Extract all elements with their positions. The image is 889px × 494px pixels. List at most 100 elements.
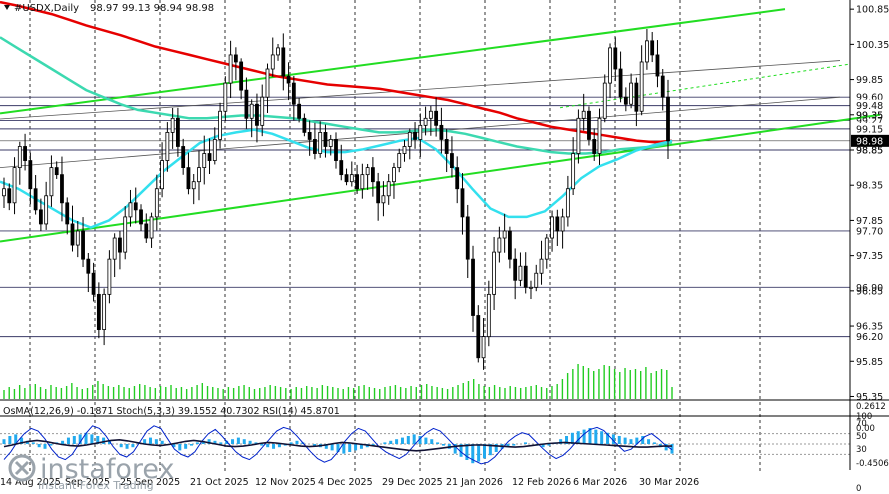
osma-bar: [330, 444, 334, 451]
osc-tick-label: -0.4506: [856, 459, 889, 469]
level-label: 99.27: [856, 116, 883, 127]
candle-body: [471, 258, 475, 316]
candle-body: [581, 110, 586, 119]
candle-body: [450, 153, 454, 169]
osma-bar: [652, 442, 656, 444]
candle-body: [592, 139, 597, 154]
chart-title: #USDX,Daily 98.97 99.13 98.94 98.98: [4, 3, 214, 14]
candle-body: [12, 167, 17, 204]
dropdown-triangle-icon[interactable]: [4, 5, 10, 10]
candle-body: [2, 188, 6, 197]
candle-body: [423, 117, 428, 126]
osma-bar: [96, 436, 100, 444]
level-tag-bg: [851, 122, 889, 135]
osma-bar: [359, 444, 363, 449]
candles: [2, 29, 670, 370]
candle-body: [33, 188, 38, 211]
osma-bar: [512, 444, 516, 446]
candle-body: [508, 230, 512, 260]
candle-body: [587, 110, 591, 140]
candle-body: [360, 174, 365, 190]
osma-bar: [2, 439, 6, 444]
candle-body: [576, 117, 581, 154]
candle-body: [518, 265, 523, 281]
candle-body: [149, 216, 154, 239]
candle-body: [207, 153, 212, 161]
candle-body: [413, 131, 417, 140]
candle-body: [386, 181, 391, 197]
candle-body: [523, 265, 528, 288]
osma-bar: [459, 444, 463, 457]
osma-bar: [242, 439, 246, 444]
osma-bar: [313, 444, 317, 446]
osma-bar: [565, 436, 569, 444]
osma-bar: [154, 439, 158, 444]
watermark-tagline: Instant Forex Trading: [38, 479, 154, 492]
osma-bar: [664, 444, 668, 451]
osma-bar: [453, 444, 457, 454]
candle-body: [460, 188, 465, 218]
osma-bar: [588, 428, 592, 444]
stoch-line: [3, 425, 673, 465]
osma-bar: [623, 437, 627, 444]
level-tag-bg: [851, 144, 889, 156]
osma-bar: [354, 444, 358, 451]
date-label: Sep 2025: [65, 477, 110, 488]
candle-body: [186, 167, 191, 190]
candle-body: [144, 223, 149, 239]
osma-bar: [14, 434, 18, 444]
candle-body: [44, 195, 49, 225]
candle-body: [218, 110, 222, 140]
candle-body: [307, 131, 312, 140]
level-label: 99.48: [856, 101, 883, 112]
candle-body: [123, 216, 128, 253]
osma-bar: [647, 439, 651, 444]
osma-bar: [119, 444, 123, 448]
candle-body: [565, 188, 570, 218]
candle-body: [481, 336, 486, 359]
osma-bar: [436, 442, 440, 444]
candle-body: [349, 174, 354, 183]
y-tick-label: 100.35: [856, 40, 889, 51]
osma-bar: [418, 436, 422, 444]
candle-body: [660, 75, 665, 98]
candle-body: [376, 181, 381, 204]
candle-body: [112, 237, 117, 260]
rsi-line: [3, 438, 672, 452]
osma-bar: [606, 432, 610, 444]
osma-bar: [260, 444, 264, 446]
symbol-label: #USDX,Daily: [14, 3, 79, 14]
osc-tick-label: 30: [856, 445, 867, 455]
osma-bar: [611, 434, 615, 444]
candle-body: [276, 47, 280, 56]
osma-bar: [37, 444, 41, 448]
candle-body: [555, 216, 560, 232]
osma-bar: [172, 444, 176, 448]
osma-bar: [670, 444, 674, 454]
osma-bar: [582, 429, 586, 444]
candle-body: [492, 251, 496, 295]
osma-bar: [125, 444, 129, 449]
date-axis: 14 Aug 2025 Sep 2025 25 Sep 2025 21 Oct 202…: [0, 477, 699, 488]
osma-bar: [471, 444, 475, 464]
osma-bar: [441, 444, 445, 446]
candle-body: [402, 146, 407, 154]
candle-body: [133, 202, 138, 211]
candle-body: [639, 61, 644, 112]
osc-tick-label: 0.00: [856, 424, 875, 434]
candle-body: [281, 47, 286, 77]
candle-body: [291, 82, 296, 105]
y-tick-label: 98.85: [856, 146, 883, 157]
candle-body: [260, 96, 265, 126]
candle-body: [233, 54, 238, 63]
osma-bar: [184, 444, 188, 449]
candle-body: [629, 82, 634, 105]
y-tick-label: 98.35: [856, 181, 883, 192]
candle-body: [497, 237, 502, 253]
osma-bar: [78, 434, 82, 444]
ema-red-line: [0, 0, 673, 144]
candle-body: [170, 117, 175, 133]
osma-bar: [66, 437, 70, 444]
current-price-label: 98.98: [856, 136, 883, 147]
